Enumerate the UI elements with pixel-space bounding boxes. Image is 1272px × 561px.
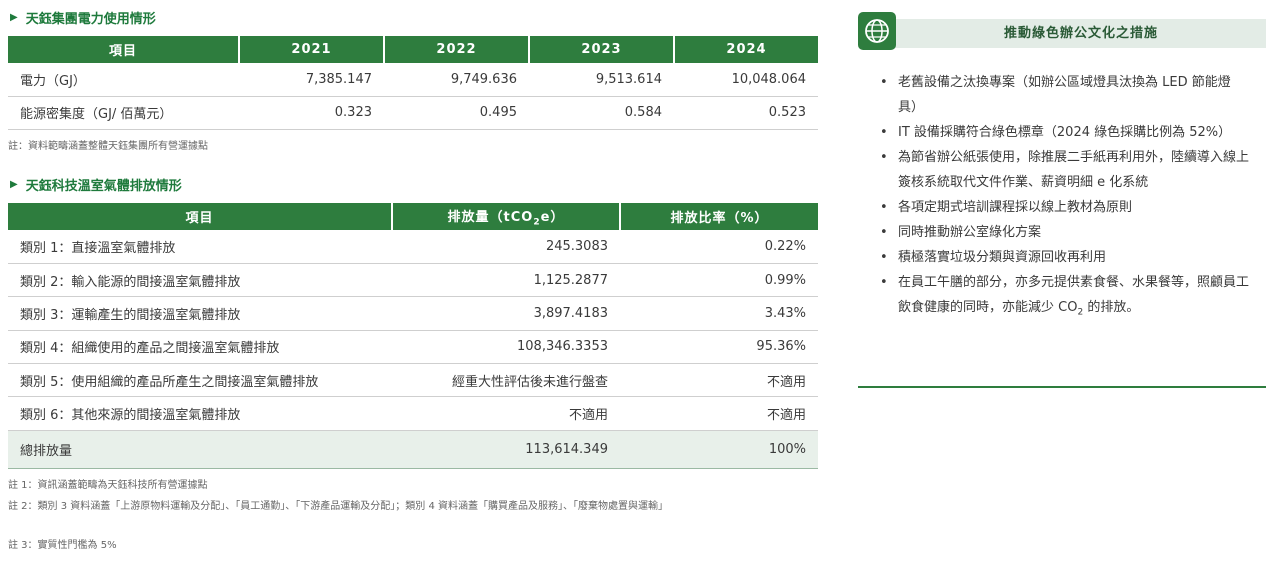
panel-header: 推動綠色辦公文化之措施 [858, 12, 1266, 50]
header-2023: 2023 [528, 36, 674, 63]
table2-note-1: 註 1：資訊涵蓋範疇為天鈺科技所有營運據點 [8, 480, 208, 491]
cell-value: 0.495 [384, 96, 529, 130]
table-row: 能源密集度（GJ/ 佰萬元） 0.323 0.495 0.584 0.523 [8, 96, 818, 130]
electricity-table: 項目 2021 2022 2023 2024 電力（GJ） 7,385.147 … [8, 36, 818, 130]
cell-value: 7,385.147 [239, 63, 384, 97]
list-item: 各項定期式培訓課程採以線上教材為原則 [880, 195, 1250, 220]
list-item: 老舊設備之汰換專案（如辦公區域燈具汰換為 LED 節能燈具） [880, 70, 1250, 120]
cell-emission: 經重大性評估後未進行盤查 [392, 363, 620, 398]
panel-title: 推動綠色辦公文化之措施 [1003, 26, 1158, 41]
total-ratio: 100% [620, 430, 818, 469]
table-header-row: 項目 2021 2022 2023 2024 [8, 36, 818, 63]
header-item: 項目 [8, 36, 239, 63]
cell-ratio: 不適用 [620, 396, 818, 431]
cell-ratio: 不適用 [620, 363, 818, 398]
triangle-icon: ▶ [10, 12, 18, 23]
cell-value: 0.584 [529, 96, 674, 130]
table-row: 類別 2：輸入能源的間接溫室氣體排放 1,125.2877 0.99% [8, 263, 818, 298]
table2-note-3: 註 3：實質性門檻為 5% [8, 540, 117, 551]
triangle-icon: ▶ [10, 179, 18, 190]
cell-value: 0.523 [674, 96, 818, 130]
globe-icon [858, 12, 896, 50]
list-item: 積極落實垃圾分類與資源回收再利用 [880, 245, 1250, 270]
table1-title-text: 天鈺集團電力使用情形 [25, 12, 156, 27]
list-item: 為節省辦公紙張使用，除推展二手紙再利用外，陸續導入線上簽核系統取代文件作業、薪資… [880, 145, 1250, 195]
cell-value: 9,513.614 [529, 63, 674, 97]
cell-emission: 245.3083 [392, 230, 620, 264]
cell-emission: 3,897.4183 [392, 296, 620, 331]
header-ratio: 排放比率（%） [619, 203, 818, 230]
table1-title: ▶ 天鈺集團電力使用情形 [10, 8, 156, 27]
ghg-table: 項目 排放量（tCO2e） 排放比率（%） 類別 1：直接溫室氣體排放 245.… [8, 203, 818, 469]
table2-note-2: 註 2：類別 3 資料涵蓋「上游原物料運輸及分配」、「員工通勤」、「下游產品運輸… [8, 501, 668, 512]
row-label: 能源密集度（GJ/ 佰萬元） [8, 96, 239, 130]
table-row: 類別 1：直接溫室氣體排放 245.3083 0.22% [8, 230, 818, 264]
cell-ratio: 0.22% [620, 230, 818, 264]
list-item: 同時推動辦公室綠化方案 [880, 220, 1250, 245]
panel-divider [858, 386, 1266, 388]
table2-title: ▶ 天鈺科技溫室氣體排放情形 [10, 175, 182, 194]
header-2021: 2021 [238, 36, 384, 63]
table-row: 類別 4：組織使用的產品之間接溫室氣體排放 108,346.3353 95.36… [8, 330, 818, 365]
total-row: 總排放量 113,614.349 100% [8, 430, 818, 469]
header-emission: 排放量（tCO2e） [391, 203, 620, 230]
table-row: 類別 6：其他來源的間接溫室氣體排放 不適用 不適用 [8, 396, 818, 431]
table-header-row: 項目 排放量（tCO2e） 排放比率（%） [8, 203, 818, 230]
cell-emission: 1,125.2877 [392, 263, 620, 298]
list-item: 在員工午膳的部分，亦多元提供素食餐、水果餐等，照顧員工飲食健康的同時，亦能減少 … [880, 270, 1250, 326]
header-2022: 2022 [383, 36, 529, 63]
row-label: 類別 3：運輸產生的間接溫室氣體排放 [8, 296, 392, 331]
cell-value: 9,749.636 [384, 63, 529, 97]
cell-ratio: 0.99% [620, 263, 818, 298]
total-emission: 113,614.349 [392, 430, 620, 469]
table1-note: 註：資料範疇涵蓋整體天鈺集團所有營運據點 [8, 141, 208, 152]
cell-value: 0.323 [239, 96, 384, 130]
row-label: 類別 4：組織使用的產品之間接溫室氣體排放 [8, 330, 392, 365]
row-label: 類別 1：直接溫室氣體排放 [8, 230, 392, 264]
row-label: 類別 2：輸入能源的間接溫室氣體排放 [8, 263, 392, 298]
cell-value: 10,048.064 [674, 63, 818, 97]
cell-ratio: 95.36% [620, 330, 818, 365]
table2-title-text: 天鈺科技溫室氣體排放情形 [25, 179, 182, 194]
panel-header-bar [876, 19, 1266, 48]
table-row: 類別 3：運輸產生的間接溫室氣體排放 3,897.4183 3.43% [8, 296, 818, 331]
row-label: 類別 5：使用組織的產品所產生之間接溫室氣體排放 [8, 363, 392, 398]
table-row: 電力（GJ） 7,385.147 9,749.636 9,513.614 10,… [8, 63, 818, 97]
row-label: 電力（GJ） [8, 63, 239, 97]
row-label: 類別 6：其他來源的間接溫室氣體排放 [8, 396, 392, 431]
cell-emission: 不適用 [392, 396, 620, 431]
total-label: 總排放量 [8, 430, 392, 469]
table-row: 類別 5：使用組織的產品所產生之間接溫室氣體排放 經重大性評估後未進行盤查 不適… [8, 363, 818, 398]
header-item: 項目 [8, 203, 392, 230]
measures-list: 老舊設備之汰換專案（如辦公區域燈具汰換為 LED 節能燈具） IT 設備採購符合… [880, 70, 1250, 326]
list-item: IT 設備採購符合綠色標章（2024 綠色採購比例為 52%） [880, 120, 1250, 145]
header-2024: 2024 [673, 36, 818, 63]
cell-ratio: 3.43% [620, 296, 818, 331]
cell-emission: 108,346.3353 [392, 330, 620, 365]
